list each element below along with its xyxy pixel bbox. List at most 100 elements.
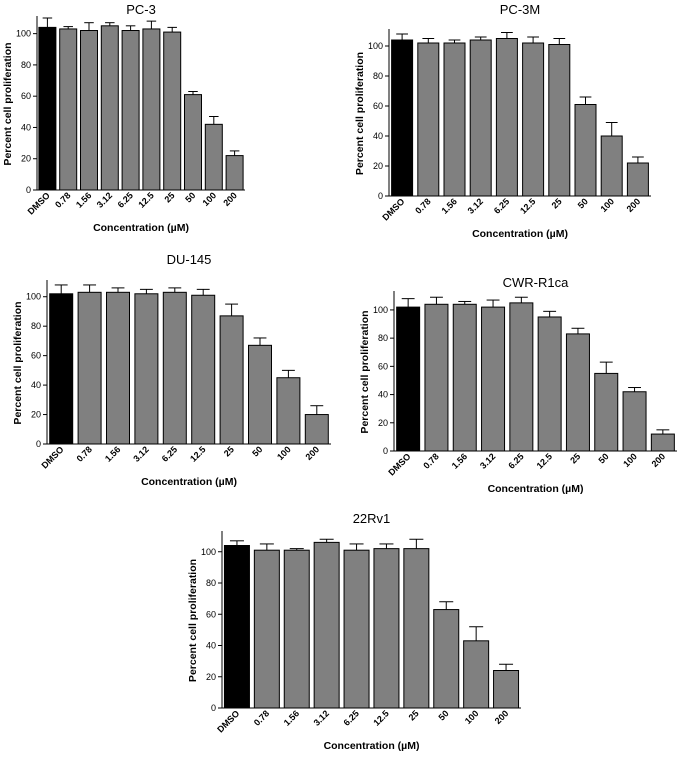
x-tick-label: 200	[493, 708, 511, 726]
y-tick-label: 20	[373, 161, 383, 171]
y-tick-label: 0	[36, 439, 41, 449]
x-tick-label: 1.56	[439, 196, 458, 215]
bar-6.25	[343, 549, 370, 709]
y-tick-label: 100	[373, 305, 388, 315]
bar-6.25	[495, 38, 518, 197]
x-tick-label: 50	[250, 444, 264, 458]
y-tick-label: 100	[16, 29, 31, 39]
y-tick-label: 20	[31, 410, 41, 420]
x-tick-label: 50	[183, 190, 197, 204]
x-tick-label: 6.25	[116, 190, 135, 209]
y-tick-label: 100	[26, 292, 41, 302]
bar-200	[650, 433, 675, 452]
bar-DMSO	[396, 306, 421, 452]
y-tick-label: 80	[21, 60, 31, 70]
bar-100	[463, 640, 490, 709]
bar-12.5	[522, 42, 545, 197]
x-axis-label: Concentration (µM)	[472, 228, 568, 240]
x-tick-label: 12.5	[136, 190, 155, 209]
y-tick-label: 80	[373, 71, 383, 81]
bar-200	[626, 162, 649, 197]
y-tick-label: 100	[201, 547, 216, 557]
bar-6.25	[162, 291, 187, 445]
x-tick-label: 0.78	[252, 708, 271, 727]
y-tick-label: 20	[206, 672, 216, 682]
x-tick-label: 1.56	[74, 190, 93, 209]
bar-25	[565, 333, 590, 452]
bar-3.12	[469, 39, 492, 197]
bar-12.5	[191, 294, 216, 445]
bar-200	[493, 670, 520, 709]
chart-title: PC-3M	[500, 2, 540, 17]
x-tick-label: 3.12	[466, 196, 485, 215]
bar-12.5	[373, 548, 400, 709]
x-axis-label: Concentration (µM)	[324, 740, 420, 752]
x-tick-label: 6.25	[492, 196, 511, 215]
y-tick-label: 80	[378, 333, 388, 343]
chart-title: 22Rv1	[353, 511, 391, 526]
x-tick-label: DMSO	[380, 196, 406, 222]
bar-25	[403, 548, 430, 709]
y-tick-label: 0	[211, 703, 216, 713]
x-tick-label: 25	[550, 196, 564, 210]
y-tick-label: 80	[31, 321, 41, 331]
y-axis-label: Percent cell proliferation	[2, 42, 14, 165]
bar-0.78	[253, 549, 280, 709]
x-tick-label: 25	[162, 190, 176, 204]
x-tick-label: 100	[275, 444, 293, 462]
y-tick-label: 60	[378, 361, 388, 371]
bar-1.56	[443, 42, 466, 197]
y-tick-label: 60	[206, 609, 216, 619]
y-tick-label: 0	[378, 191, 383, 201]
y-axis-label: Percent cell proliferation	[359, 310, 371, 433]
bar-0.78	[424, 303, 449, 452]
y-tick-label: 80	[206, 578, 216, 588]
bar-0.78	[59, 28, 78, 191]
bar-100	[622, 391, 647, 452]
bar-0.78	[417, 42, 440, 197]
bar-3.12	[134, 293, 159, 445]
x-tick-label: 25	[407, 708, 421, 722]
bar-200	[304, 414, 329, 445]
bar-1.56	[80, 30, 98, 191]
y-tick-label: 60	[373, 101, 383, 111]
x-tick-label: 12.5	[371, 708, 390, 727]
bar-100	[276, 377, 301, 445]
x-tick-label: 200	[625, 196, 643, 214]
x-tick-label: 25	[222, 444, 236, 458]
bar-25	[219, 315, 244, 445]
bar-25	[548, 44, 571, 197]
y-tick-label: 60	[31, 351, 41, 361]
y-axis-label: Percent cell proliferation	[12, 301, 24, 424]
x-tick-label: 3.12	[95, 190, 114, 209]
chart-title: PC-3	[126, 2, 156, 17]
x-tick-label: 1.56	[450, 451, 469, 470]
x-tick-label: 100	[463, 708, 481, 726]
bar-25	[163, 31, 182, 191]
x-tick-label: 3.12	[131, 444, 150, 463]
y-tick-label: 20	[378, 418, 388, 428]
x-tick-label: DMSO	[39, 444, 65, 470]
x-tick-label: 12.5	[518, 196, 537, 215]
x-tick-label: DMSO	[386, 451, 412, 477]
x-tick-label: 100	[598, 196, 616, 214]
bar-50	[594, 372, 619, 452]
x-tick-label: 12.5	[188, 444, 207, 463]
bar-DMSO	[49, 293, 74, 445]
x-tick-label: 50	[437, 708, 451, 722]
x-tick-label: 25	[568, 451, 582, 465]
bar-DMSO	[223, 545, 250, 709]
x-tick-label: 12.5	[535, 451, 554, 470]
y-tick-label: 40	[378, 390, 388, 400]
y-tick-label: 60	[21, 91, 31, 101]
x-tick-label: 1.56	[282, 708, 301, 727]
x-tick-label: 6.25	[160, 444, 179, 463]
bar-1.56	[106, 291, 130, 445]
x-tick-label: 6.25	[506, 451, 525, 470]
y-tick-label: 0	[26, 185, 31, 195]
bar-1.56	[452, 303, 477, 452]
